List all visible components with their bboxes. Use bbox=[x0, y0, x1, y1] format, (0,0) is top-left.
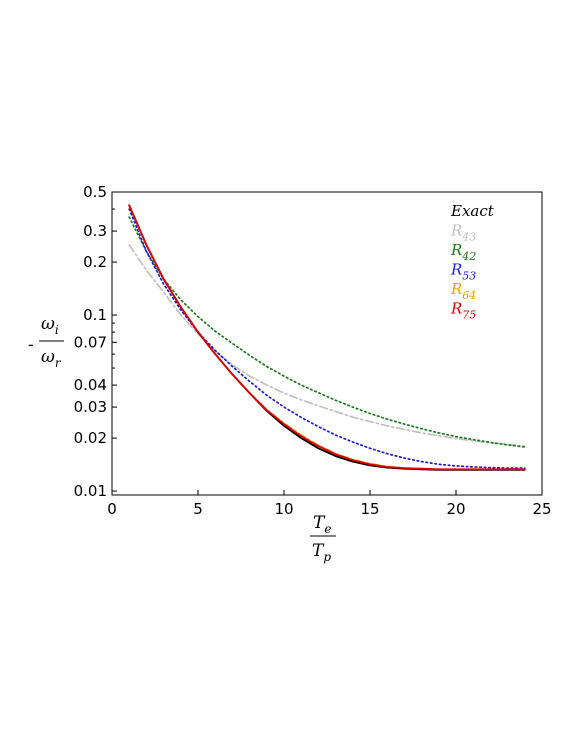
series-r53-line bbox=[128, 208, 526, 469]
series-r43-line bbox=[128, 244, 526, 447]
x-tick-label: 20 bbox=[446, 500, 465, 518]
y-tick-label: 0.07 bbox=[74, 333, 107, 351]
series-r75-line bbox=[128, 204, 526, 471]
svg-text:Tp: Tp bbox=[312, 541, 331, 564]
y-tick-label: 0.04 bbox=[74, 376, 107, 394]
y-tick-label: 0.03 bbox=[74, 398, 107, 416]
x-tick-label: 15 bbox=[360, 500, 379, 518]
x-tick-label: 5 bbox=[193, 500, 203, 518]
x-tick-label: 0 bbox=[107, 500, 117, 518]
series-r64-line bbox=[128, 204, 526, 471]
legend-item-r43: R43 bbox=[450, 222, 476, 244]
y-axis-label: - ωi ωr bbox=[28, 314, 64, 370]
svg-text:ωi: ωi bbox=[41, 314, 59, 337]
y-tick-label: 0.2 bbox=[83, 253, 107, 271]
y-tick-label: 0.5 bbox=[83, 183, 107, 201]
series-r42-line bbox=[128, 216, 526, 448]
x-tick-label: 25 bbox=[532, 500, 551, 518]
y-axis: 0.01 0.02 0.03 0.04 0.07 0.1 0.2 0.3 0.5 bbox=[74, 183, 117, 500]
series-layer bbox=[128, 204, 526, 471]
y-tick-label: 0.1 bbox=[83, 306, 107, 324]
legend-item-r64: R64 bbox=[450, 280, 476, 302]
y-tick-label: 0.3 bbox=[83, 222, 107, 240]
svg-text:ωr: ωr bbox=[41, 347, 62, 370]
svg-text:-: - bbox=[28, 335, 34, 355]
x-tick-label: 10 bbox=[274, 500, 293, 518]
legend-item-r75: R75 bbox=[450, 300, 476, 322]
legend-item-r53: R53 bbox=[450, 261, 476, 283]
legend-item-r42: R42 bbox=[450, 241, 476, 263]
y-tick-label: 0.02 bbox=[74, 429, 107, 447]
series-exact-line bbox=[128, 204, 526, 471]
svg-text:Te: Te bbox=[313, 513, 331, 536]
x-axis: 0 5 10 15 20 25 bbox=[107, 490, 552, 518]
x-axis-label: Te Tp bbox=[310, 513, 336, 564]
legend-item-exact: Exact bbox=[450, 202, 495, 220]
y-tick-label: 0.01 bbox=[74, 482, 107, 500]
plot-frame bbox=[111, 191, 543, 496]
